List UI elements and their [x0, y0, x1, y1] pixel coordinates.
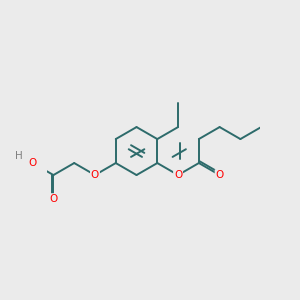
Text: O: O: [174, 170, 182, 180]
Text: O: O: [28, 158, 37, 168]
Text: O: O: [91, 170, 99, 180]
Text: O: O: [215, 170, 224, 180]
Text: O: O: [49, 194, 58, 204]
Text: H: H: [15, 151, 23, 161]
